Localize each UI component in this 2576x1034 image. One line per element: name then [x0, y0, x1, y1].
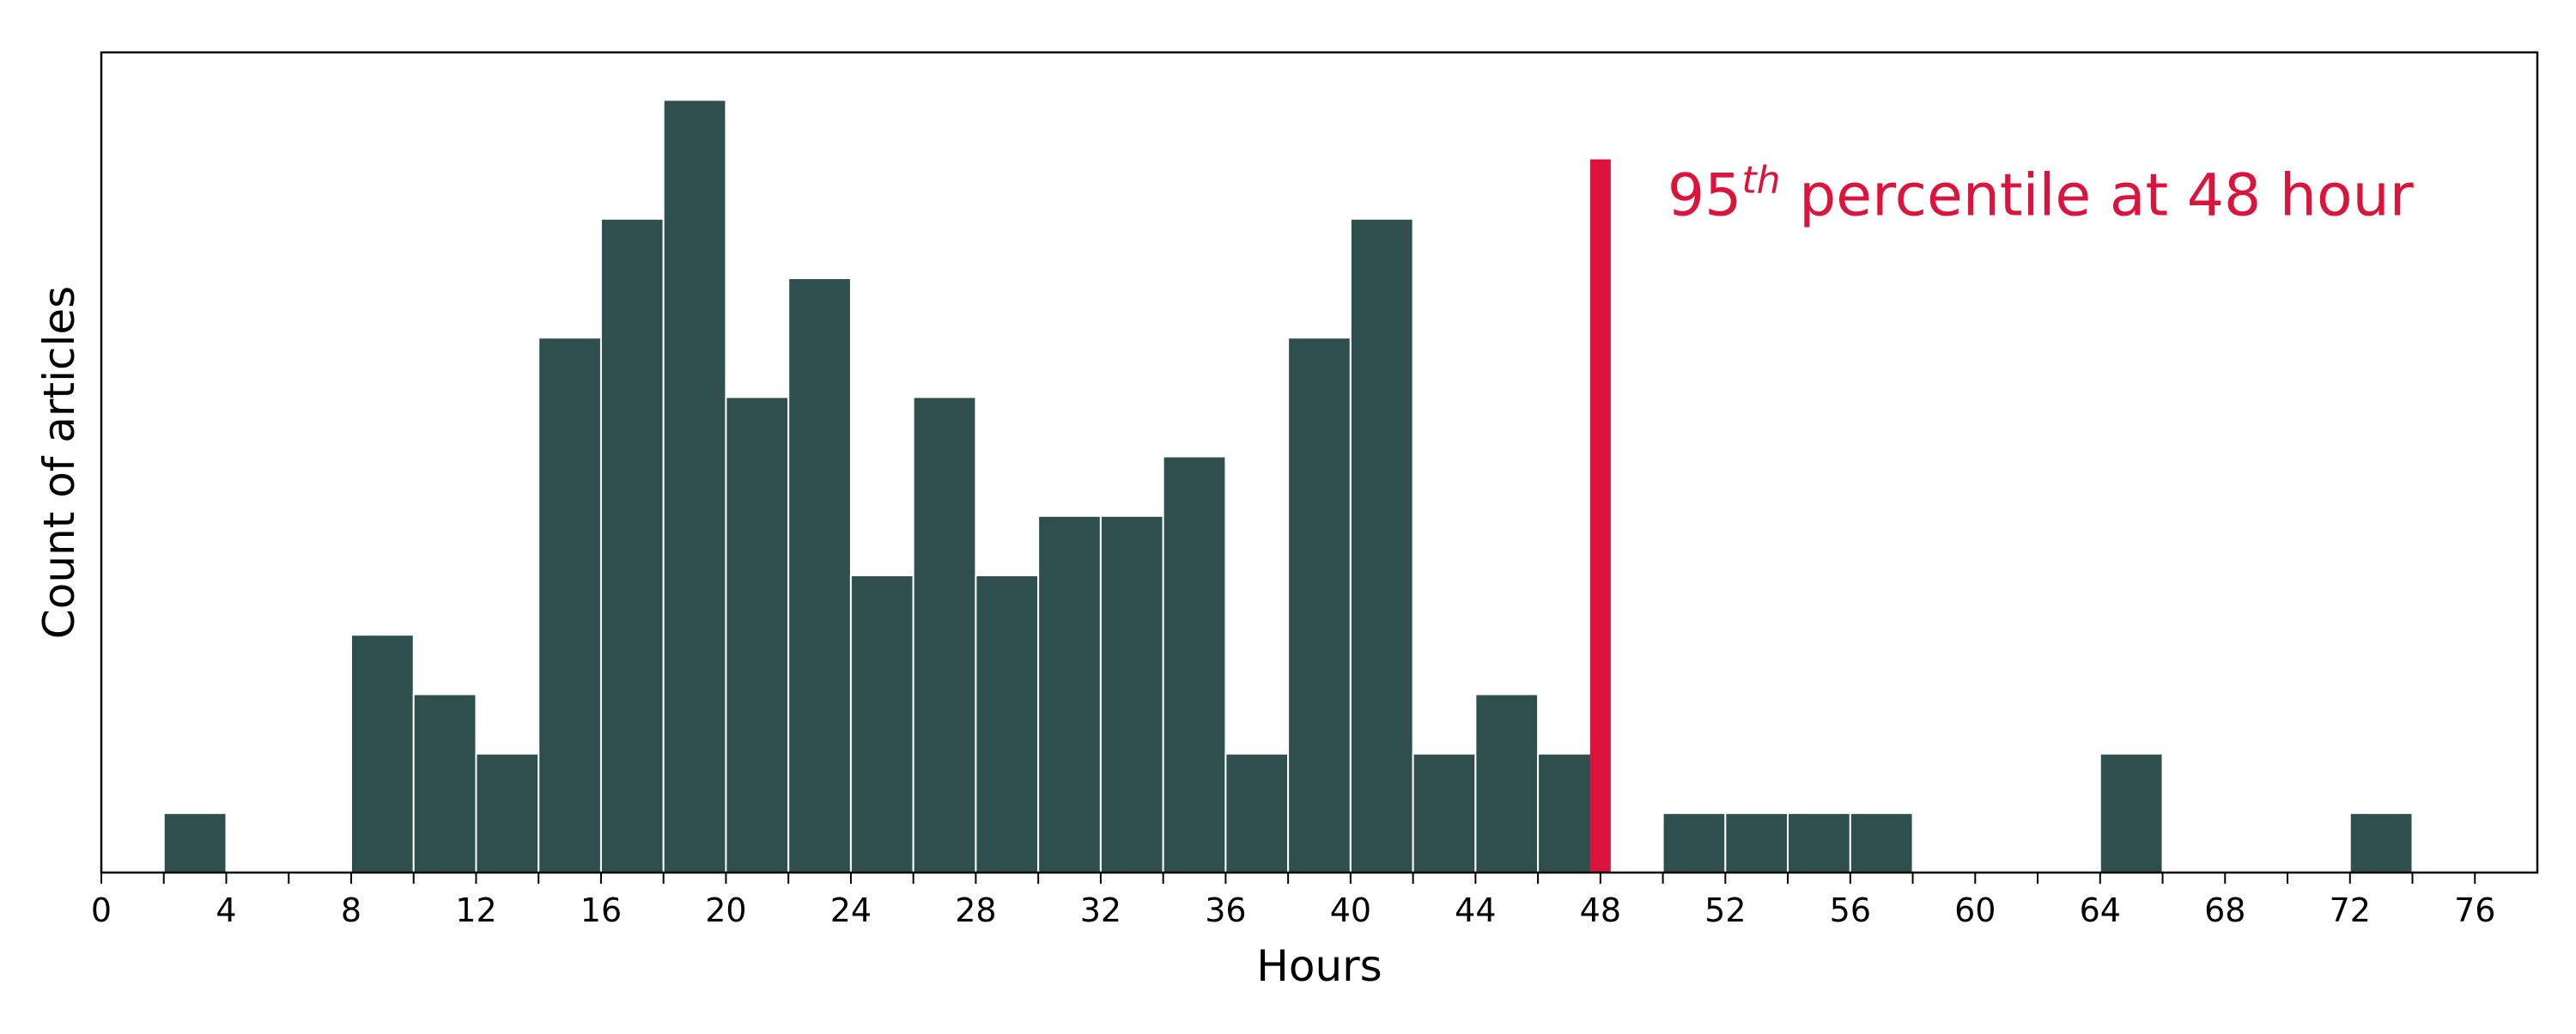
histogram-bar-24 — [1849, 812, 1914, 874]
histogram-bar-17 — [1349, 217, 1414, 873]
histogram-bar-25 — [2099, 752, 2164, 873]
histogram-bar-22 — [1724, 812, 1789, 874]
x-tick-label-38: 76 — [2454, 891, 2495, 929]
histogram-bar-10 — [912, 396, 977, 873]
histogram-bar-14 — [1162, 455, 1227, 873]
histogram-bar-23 — [1787, 812, 1851, 874]
histogram-bar-6 — [662, 99, 727, 874]
x-tick-label-14: 28 — [955, 891, 996, 929]
x-tick-label-22: 44 — [1455, 891, 1496, 929]
histogram-bar-11 — [975, 574, 1040, 874]
x-tick-label-28: 56 — [1830, 891, 1871, 929]
annotation-rest: percentile at 48 hour — [1781, 162, 2414, 230]
histogram-bar-1 — [349, 634, 415, 873]
histogram-bar-13 — [1099, 514, 1164, 873]
x-tick-label-34: 68 — [2204, 891, 2245, 929]
histogram-bar-20 — [1537, 752, 1601, 873]
x-tick-label-16: 32 — [1080, 891, 1121, 929]
histogram-bar-3 — [475, 752, 540, 873]
histogram-bar-8 — [787, 277, 852, 873]
x-tick-label-0: 0 — [91, 891, 112, 929]
histogram-bar-16 — [1287, 337, 1352, 874]
histogram-bar-7 — [725, 396, 790, 873]
x-tick-label-20: 40 — [1330, 891, 1371, 929]
bars-layer — [162, 99, 2414, 874]
histogram-bar-9 — [849, 574, 914, 874]
histogram-bar-18 — [1412, 752, 1477, 873]
axes-frame — [100, 51, 2539, 874]
histogram-bar-2 — [412, 693, 477, 873]
histogram-bar-19 — [1474, 693, 1540, 873]
x-tick-label-2: 4 — [216, 891, 236, 929]
x-tick-label-12: 24 — [830, 891, 872, 929]
histogram-bar-21 — [1662, 812, 1727, 874]
histogram-bar-5 — [599, 217, 665, 873]
annotation-superscript: th — [1741, 159, 1780, 203]
x-tick-label-36: 72 — [2330, 891, 2371, 929]
x-ticks-layer: 0 4 8 12 16 20 24 28 32 36 40 44 48 52 56 60 64 68 72 76 — [91, 873, 2495, 929]
histogram-bar-4 — [538, 337, 602, 874]
x-tick-label-30: 60 — [1954, 891, 1996, 929]
x-tick-label-4: 8 — [341, 891, 361, 929]
histogram-bar-15 — [1224, 752, 1290, 873]
x-tick-label-24: 48 — [1580, 891, 1621, 929]
x-tick-label-10: 20 — [705, 891, 746, 929]
y-axis-label: Count of articles — [34, 286, 84, 639]
percentile-marker-bar — [1589, 159, 1611, 873]
x-tick-label-6: 12 — [455, 891, 496, 929]
percentile-annotation: 95th percentile at 48 hour — [1668, 159, 2414, 230]
x-tick-label-32: 64 — [2080, 891, 2121, 929]
x-tick-label-26: 52 — [1704, 891, 1746, 929]
x-tick-label-18: 36 — [1205, 891, 1246, 929]
annotation-number: 95 — [1668, 162, 1742, 230]
x-axis-label: Hours — [1256, 941, 1382, 991]
x-tick-label-8: 16 — [580, 891, 622, 929]
histogram-bar-12 — [1037, 514, 1102, 873]
histogram-bar-0 — [162, 812, 228, 874]
histogram-bar-26 — [2348, 812, 2414, 874]
